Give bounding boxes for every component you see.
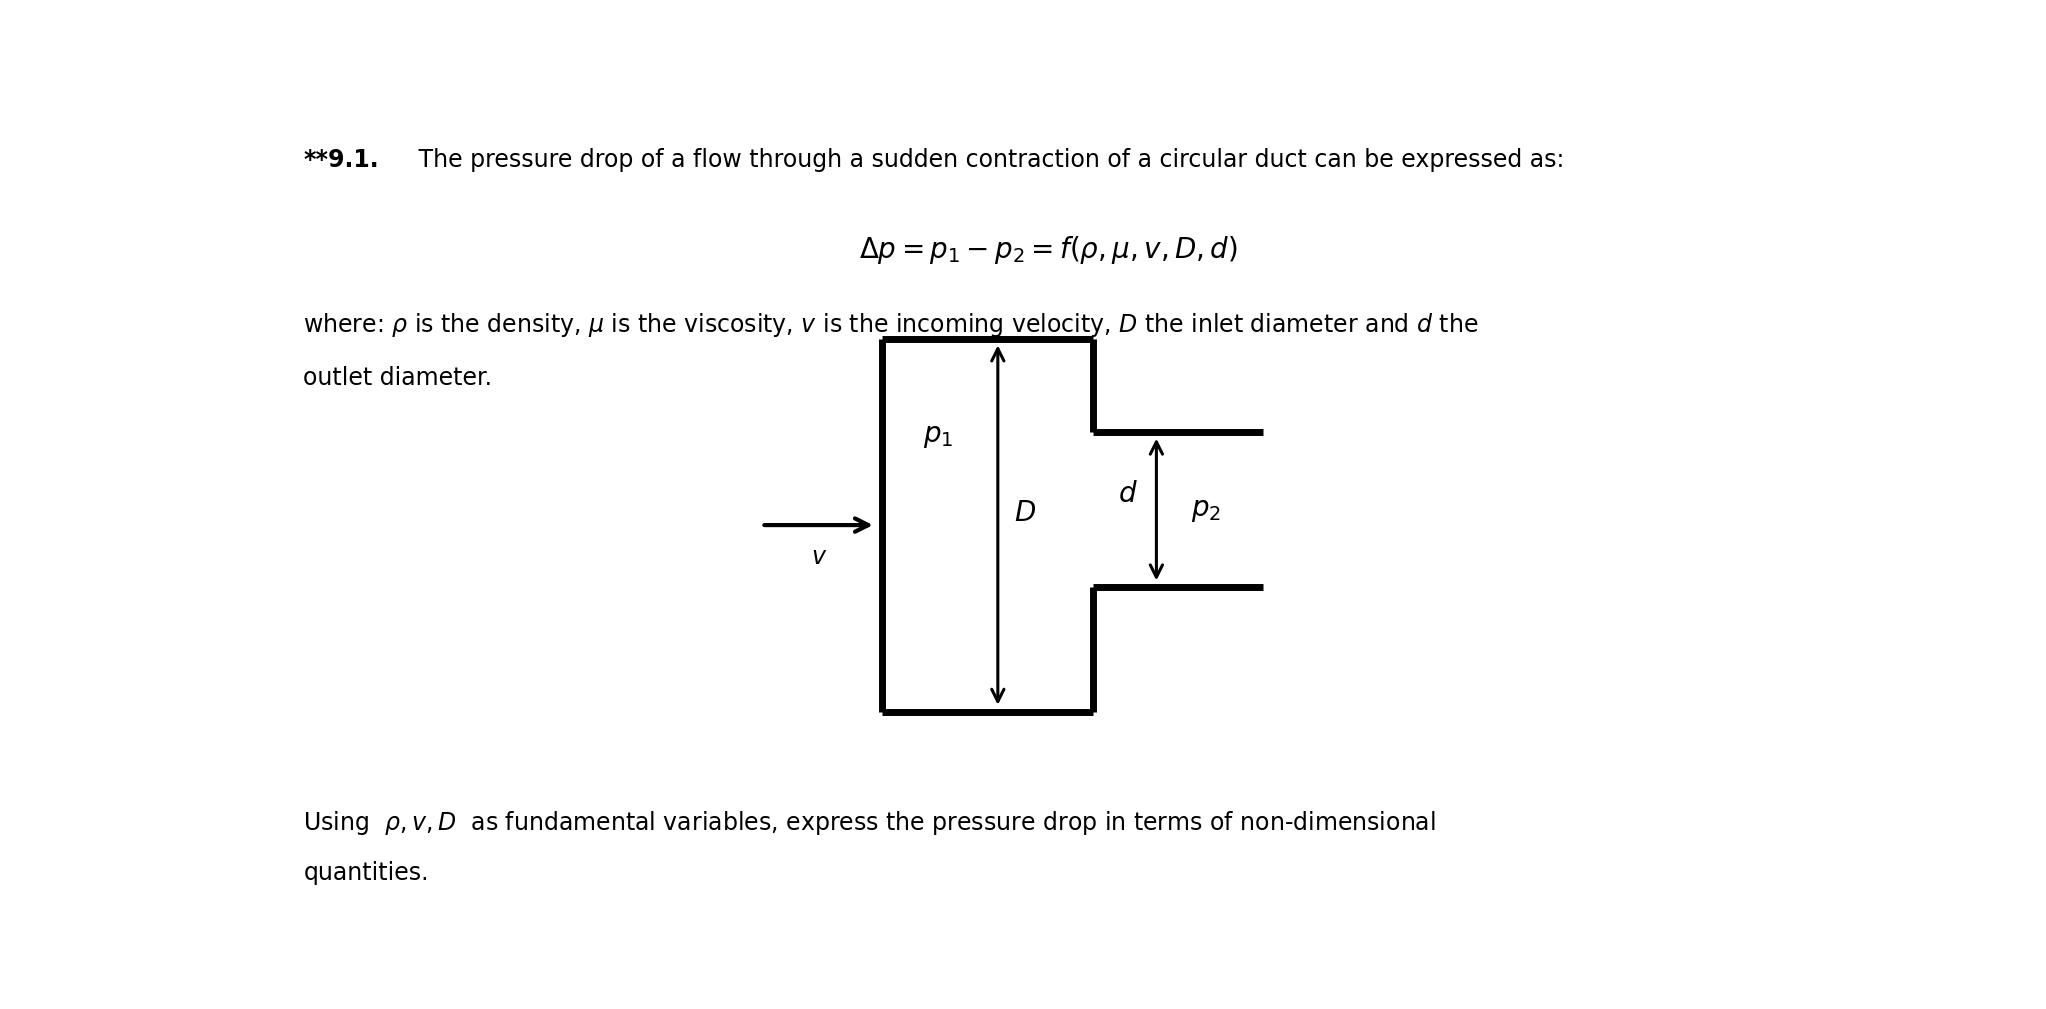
Text: outlet diameter.: outlet diameter. xyxy=(303,366,493,389)
Text: $d$: $d$ xyxy=(1117,480,1138,508)
Text: $v$: $v$ xyxy=(810,545,827,568)
Text: The pressure drop of a flow through a sudden contraction of a circular duct can : The pressure drop of a flow through a su… xyxy=(411,148,1565,173)
Text: $p_1$: $p_1$ xyxy=(923,422,953,450)
Text: quantities.: quantities. xyxy=(303,861,430,885)
Text: $p_2$: $p_2$ xyxy=(1191,495,1221,524)
Text: where: $\rho$ is the density, $\mu$ is the viscosity, $v$ is the incoming veloci: where: $\rho$ is the density, $\mu$ is t… xyxy=(303,312,1479,339)
Text: Using  $\rho, v, D$  as fundamental variables, express the pressure drop in term: Using $\rho, v, D$ as fundamental variab… xyxy=(303,808,1436,836)
Text: $D$: $D$ xyxy=(1013,499,1035,528)
Text: **9.1.: **9.1. xyxy=(303,148,379,173)
Text: $\Delta p = p_1 - p_2 = f(\rho, \mu, v, D, d)$: $\Delta p = p_1 - p_2 = f(\rho, \mu, v, … xyxy=(859,234,1238,265)
